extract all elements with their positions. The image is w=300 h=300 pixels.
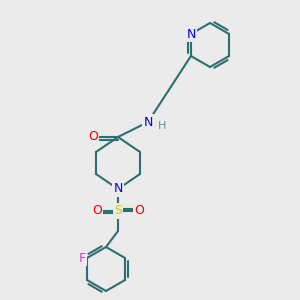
Text: N: N	[186, 28, 196, 40]
Text: S: S	[114, 205, 122, 218]
Text: N: N	[113, 182, 123, 196]
Text: O: O	[92, 205, 102, 218]
Text: H: H	[158, 121, 166, 131]
Text: O: O	[88, 130, 98, 143]
Text: O: O	[134, 205, 144, 218]
Text: N: N	[143, 116, 153, 128]
Text: F: F	[78, 251, 85, 265]
